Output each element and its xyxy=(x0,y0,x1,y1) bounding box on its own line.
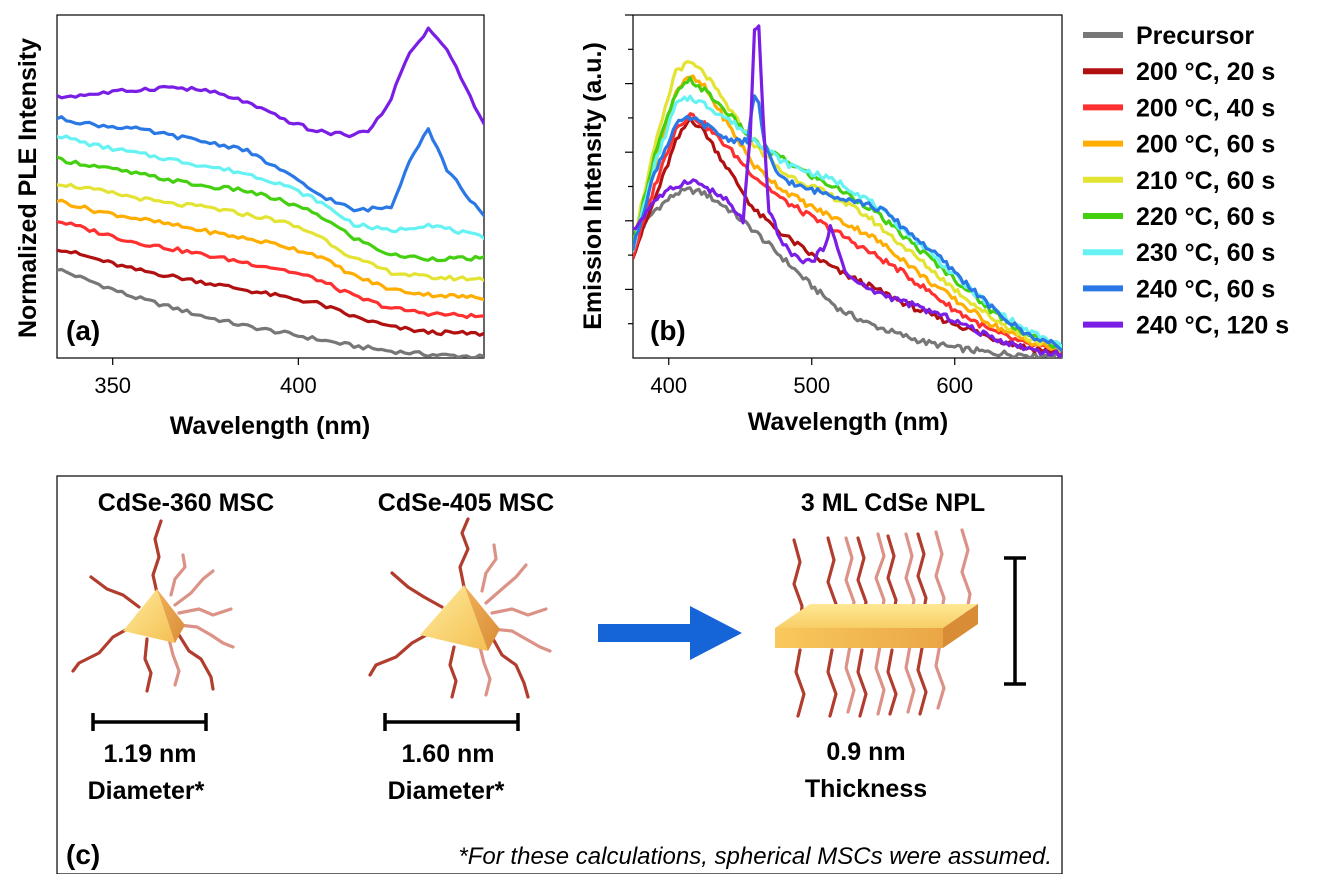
panel-b-series-group xyxy=(633,24,1062,358)
npl-size: 0.9 nm xyxy=(826,738,905,766)
panel-b-y-ticks xyxy=(625,14,633,325)
legend-label-230-c-60-s: 230 °C, 60 s xyxy=(1136,239,1275,267)
msc405-size-label: Diameter* xyxy=(388,777,505,805)
legend-label-240-c-120-s: 240 °C, 120 s xyxy=(1136,312,1289,340)
series-a-210-c-60-s xyxy=(57,182,484,282)
series-a-200-c-40-s xyxy=(57,220,484,320)
legend-label-240-c-60-s: 240 °C, 60 s xyxy=(1136,275,1275,303)
series-a-240-c-60-s xyxy=(57,115,484,218)
npl-slab-side xyxy=(943,604,978,648)
footnote: *For these calculations, spherical MSCs … xyxy=(458,843,1052,870)
msc405-ligands xyxy=(368,517,552,699)
npl-size-label: Thickness xyxy=(805,775,927,803)
panel-b-x-axis-label: Wavelength (nm) xyxy=(748,408,948,436)
series-a-200-c-20-s xyxy=(57,248,484,337)
x-tick-label: 350 xyxy=(94,373,131,398)
legend-label-220-c-60-s: 220 °C, 60 s xyxy=(1136,203,1275,231)
x-tick-label: 400 xyxy=(280,373,317,398)
panel-b-chart: 400 500 600 Wavelength (nm) Emission Inten… xyxy=(579,14,1063,436)
panel-a-y-axis-label: Normalized PLE Intensity xyxy=(14,38,42,338)
legend-label-200-c-60-s: 200 °C, 60 s xyxy=(1136,131,1275,159)
msc405-tetrahedron-side xyxy=(464,585,500,651)
series-b-210-c-60-s xyxy=(633,60,1062,352)
panel-b-y-axis-label: Emission Intensity (a.u.) xyxy=(579,42,607,330)
npl-scale-bar xyxy=(1004,556,1026,686)
series-b-200-c-20-s xyxy=(633,116,1062,356)
npl-slab-front xyxy=(775,628,943,648)
panel-a-series-group xyxy=(57,26,484,358)
legend-label-precursor: Precursor xyxy=(1136,22,1254,50)
x-tick-label: 600 xyxy=(936,373,973,398)
msc360-title: CdSe-360 MSC xyxy=(98,489,274,517)
legend-label-210-c-60-s: 210 °C, 60 s xyxy=(1136,167,1275,195)
series-a-220-c-60-s xyxy=(57,155,484,263)
msc360-size-label: Diameter* xyxy=(88,777,205,805)
growth-arrow xyxy=(598,606,742,660)
panel-c-frame xyxy=(56,475,1063,874)
series-a-240-c-120-s xyxy=(57,26,484,139)
panel-b-x-ticks: 400 500 600 xyxy=(650,358,973,398)
npl-title: 3 ML CdSe NPL xyxy=(801,489,985,517)
x-tick-label: 400 xyxy=(650,373,687,398)
legend-label-200-c-20-s: 200 °C, 20 s xyxy=(1136,58,1275,86)
msc360-cluster xyxy=(71,519,235,693)
panel-a-plot-frame xyxy=(56,14,485,359)
series-a-precursor xyxy=(57,267,484,358)
msc360-tetrahedron-side xyxy=(157,589,185,643)
x-tick-label: 500 xyxy=(793,373,830,398)
series-a-230-c-60-s xyxy=(57,134,484,240)
npl-slab-top xyxy=(775,604,978,628)
panel-c-label: (c) xyxy=(66,839,100,870)
panel-a-x-axis-label: Wavelength (nm) xyxy=(170,412,370,440)
panel-a-x-ticks: 350 400 xyxy=(94,358,317,398)
msc405-tetrahedron-front xyxy=(420,585,488,651)
msc405-scale-bar xyxy=(383,713,520,731)
msc360-ligands xyxy=(71,519,235,693)
legend-label-200-c-40-s: 200 °C, 40 s xyxy=(1136,94,1275,122)
msc405-cluster xyxy=(368,517,552,699)
series-b-220-c-60-s xyxy=(633,76,1062,351)
series-b-230-c-60-s xyxy=(633,94,1062,349)
panel-a-chart: 350 400 Wavelength (nm) Normalized PLE In… xyxy=(14,14,485,440)
legend: Precursor 200 °C, 20 s 200 °C, 40 s 200 °C,… xyxy=(1083,22,1289,340)
panel-b-label: (b) xyxy=(650,315,686,346)
series-b-precursor xyxy=(633,186,1062,358)
panel-a-label: (a) xyxy=(66,315,100,346)
msc360-size: 1.19 nm xyxy=(103,740,196,768)
series-b-200-c-60-s xyxy=(633,74,1062,354)
series-b-240-c-120-s xyxy=(633,24,1062,358)
msc360-tetrahedron-front xyxy=(123,589,175,643)
msc360-scale-bar xyxy=(91,713,208,731)
panel-c-schematic: CdSe-360 MSC CdSe-405 MSC 3 ML CdSe NPL xyxy=(56,475,1063,874)
msc405-size: 1.60 nm xyxy=(401,740,494,768)
series-b-200-c-40-s xyxy=(633,112,1062,356)
series-b-240-c-60-s xyxy=(633,94,1062,353)
msc405-title: CdSe-405 MSC xyxy=(378,489,554,517)
series-a-200-c-60-s xyxy=(57,198,484,302)
